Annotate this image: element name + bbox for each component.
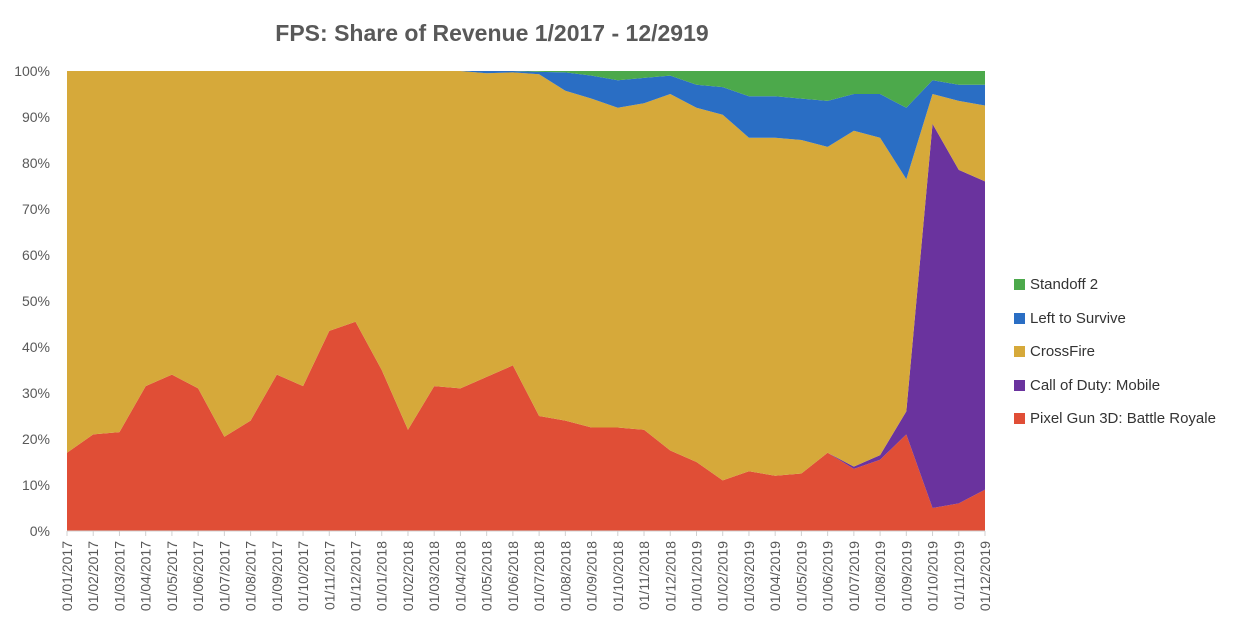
x-tick-label: 01/08/2017: [243, 541, 259, 611]
legend-swatch: [1014, 413, 1025, 425]
x-tick-label: 01/11/2017: [321, 541, 337, 610]
x-tick-label: 01/12/2019: [977, 541, 993, 611]
x-tick-label: 01/01/2019: [688, 541, 704, 611]
x-tick-label: 01/11/2019: [951, 541, 967, 610]
x-tick-label: 01/04/2018: [452, 541, 468, 611]
x-tick-labels: 01/01/2017 01/02/2017 01/03/2017 01/04/2017…: [59, 541, 993, 611]
x-tick-label: 01/04/2019: [767, 541, 783, 611]
legend-swatch: [1014, 279, 1025, 291]
legend-label: Left to Survive: [1030, 309, 1126, 327]
area-series-4: [67, 71, 985, 108]
x-tick-label: 01/03/2019: [741, 541, 757, 611]
legend-label: Call of Duty: Mobile: [1030, 376, 1161, 394]
x-tick-label: 01/10/2017: [295, 541, 311, 611]
legend-swatch: [1014, 379, 1025, 391]
x-tick-label: 01/07/2018: [531, 541, 547, 611]
legend-item: Call of Duty: Mobile: [1014, 369, 1216, 403]
x-tick-label: 01/03/2018: [426, 541, 442, 611]
area-series-0: [67, 321, 985, 531]
chart-title: FPS: Share of Revenue 1/2017 - 12/2919: [275, 20, 709, 46]
legend-swatch: [1014, 312, 1025, 324]
y-tick-label: 20%: [22, 431, 50, 447]
y-tick-labels: 0% 10% 20% 30% 40% 50% 60% 70% 80% 90% 100%: [14, 63, 50, 539]
y-tick-label: 10%: [22, 477, 50, 493]
x-tick-label: 01/09/2018: [584, 541, 600, 611]
area-series-3: [67, 71, 985, 180]
x-tick-label: 01/01/2018: [374, 541, 390, 611]
x-tick-label: 01/09/2019: [898, 541, 914, 611]
x-tick-label: 01/08/2018: [557, 541, 573, 611]
x-tick-label: 01/04/2017: [138, 541, 154, 611]
x-tick-label: 01/09/2017: [269, 541, 285, 611]
x-tick-label: 01/06/2017: [190, 541, 206, 611]
legend-item: CrossFire: [1014, 335, 1216, 369]
x-tick-label: 01/10/2019: [925, 541, 941, 611]
x-tick-label: 01/12/2018: [662, 541, 678, 611]
x-tick-label: 01/02/2017: [85, 541, 101, 611]
x-tick-label: 01/12/2017: [348, 541, 364, 611]
legend-item: Standoff 2: [1014, 268, 1216, 302]
x-tick-label: 01/01/2017: [59, 541, 75, 611]
y-tick-label: 80%: [22, 155, 50, 171]
y-tick-label: 60%: [22, 247, 50, 263]
y-tick-label: 50%: [22, 293, 50, 309]
legend: Standoff 2 Left to Survive CrossFire Call o…: [1014, 268, 1216, 436]
legend-label: CrossFire: [1030, 343, 1096, 361]
area-series-2: [67, 71, 985, 481]
axes-group: [66, 530, 986, 536]
legend-item: Left to Survive: [1014, 302, 1216, 336]
x-tick-label: 01/03/2017: [111, 541, 127, 611]
x-tick-label: 01/05/2018: [479, 541, 495, 611]
x-tick-label: 01/10/2018: [610, 541, 626, 611]
x-tick-label: 01/11/2018: [636, 541, 652, 610]
y-tick-label: 30%: [22, 385, 50, 401]
y-tick-label: 90%: [22, 109, 50, 125]
legend-item: Pixel Gun 3D: Battle Royale: [1014, 402, 1216, 436]
legend-label: Standoff 2: [1030, 276, 1099, 294]
legend-label: Pixel Gun 3D: Battle Royale: [1030, 410, 1216, 428]
x-tick-label: 01/06/2018: [505, 541, 521, 611]
x-tick-label: 01/06/2019: [820, 541, 836, 611]
legend-swatch: [1014, 346, 1025, 358]
x-tick-label: 01/05/2017: [164, 541, 180, 611]
x-tick-label: 01/02/2019: [715, 541, 731, 611]
x-tick-label: 01/07/2019: [846, 541, 862, 611]
x-tick-label: 01/08/2019: [872, 541, 888, 611]
y-tick-label: 40%: [22, 339, 50, 355]
x-tick-label: 01/05/2019: [793, 541, 809, 611]
y-tick-label: 100%: [14, 63, 50, 79]
x-tick-label: 01/07/2017: [216, 541, 232, 611]
x-tick-label: 01/02/2018: [400, 541, 416, 611]
y-tick-label: 70%: [22, 201, 50, 217]
y-tick-label: 0%: [30, 523, 50, 539]
area-series-group: [67, 71, 985, 531]
